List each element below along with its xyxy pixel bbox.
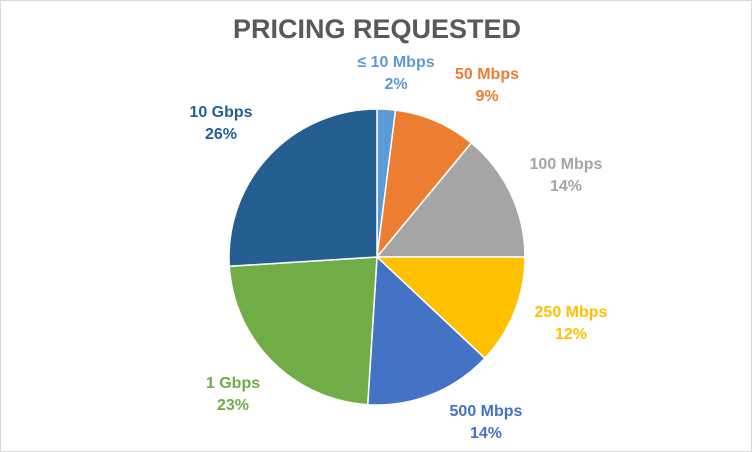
slice-percent-label: 23% bbox=[217, 397, 249, 414]
slice-data-label: 100 Mbps 14% bbox=[530, 156, 603, 195]
slice-category-label: ≤ 10 Mbps bbox=[357, 54, 434, 71]
slice-data-label: 250 Mbps 12% bbox=[535, 304, 608, 343]
slice-percent-label: 26% bbox=[205, 126, 237, 143]
pie-slice bbox=[366, 255, 486, 406]
slice-data-label: 1 Gbps 23% bbox=[206, 375, 260, 414]
slice-data-label: 10 Gbps 26% bbox=[189, 104, 252, 143]
data-labels: ≤ 10 Mbps 2% 50 Mbps 9% 100 Mbps 14% 250 Mbps 1… bbox=[189, 54, 607, 442]
pie-slice bbox=[375, 109, 473, 260]
slice-data-label: 500 Mbps 14% bbox=[450, 403, 523, 442]
slice-percent-label: 14% bbox=[550, 178, 582, 195]
slice-percent-label: 9% bbox=[475, 88, 498, 105]
slice-data-label: ≤ 10 Mbps 2% bbox=[357, 54, 434, 93]
slice-category-label: 10 Gbps bbox=[189, 104, 252, 121]
slice-category-label: 1 Gbps bbox=[206, 375, 260, 392]
slice-category-label: 100 Mbps bbox=[530, 156, 603, 173]
pie-slice bbox=[228, 256, 378, 406]
slice-category-label: 250 Mbps bbox=[535, 304, 608, 321]
pie-slices bbox=[228, 108, 526, 406]
slice-percent-label: 14% bbox=[470, 425, 502, 442]
pie-slice bbox=[375, 256, 526, 360]
slice-percent-label: 12% bbox=[555, 326, 587, 343]
slice-category-label: 50 Mbps bbox=[455, 66, 519, 83]
slice-category-label: 500 Mbps bbox=[450, 403, 523, 420]
slice-data-label: 50 Mbps 9% bbox=[455, 66, 519, 105]
pie-slice bbox=[228, 108, 378, 268]
slice-percent-label: 2% bbox=[384, 76, 407, 93]
pie-slice bbox=[375, 141, 526, 258]
chart-title: PRICING REQUESTED bbox=[233, 14, 521, 44]
